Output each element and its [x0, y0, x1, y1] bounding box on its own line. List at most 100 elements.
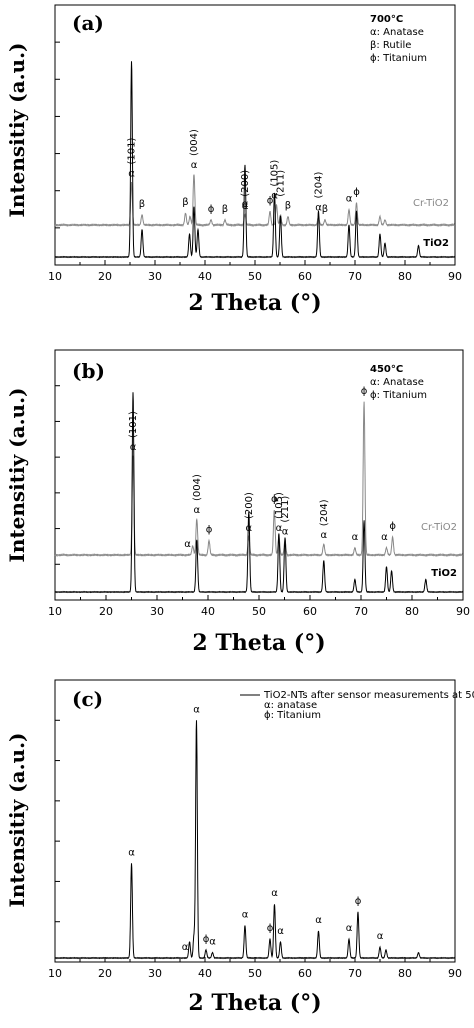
- legend-entry: α: Anatase: [370, 27, 424, 38]
- x-axis-label: 2 Theta (°): [188, 990, 321, 1016]
- x-tick-label: 70: [354, 605, 368, 618]
- phase-symbol: α: [346, 923, 353, 934]
- phase-symbol: α: [193, 704, 200, 715]
- hkl-label: (211): [276, 170, 287, 197]
- hkl-label: (211): [280, 496, 291, 523]
- phase-symbol: α: [315, 203, 322, 214]
- legend-entry: ϕ: Titanium: [264, 710, 321, 721]
- phase-symbol: α: [130, 442, 137, 453]
- phase-symbol: α: [381, 532, 388, 543]
- phase-symbol: α: [182, 942, 189, 953]
- y-axis-label: Intensitiy (a.u.): [5, 387, 29, 562]
- phase-symbol: α: [346, 194, 353, 205]
- phase-symbol: α: [315, 915, 322, 926]
- x-tick-label: 90: [456, 605, 470, 618]
- phase-symbol: α: [271, 888, 278, 899]
- phase-symbol: β: [182, 197, 188, 208]
- hkl-label: (200): [244, 492, 255, 519]
- legend-entry: ϕ: Titanium: [370, 390, 427, 401]
- legend-entry: α: Anatase: [370, 377, 424, 388]
- series-label: Cr-TiO2: [413, 198, 449, 209]
- legend: TiO2-NTs after sensor measurements at 50…: [240, 690, 474, 721]
- panel-c: 10 20 30 40 50 60 70 80 90 2 Theta (°) Intensitiy …: [5, 679, 474, 1016]
- hkl-label: (204): [314, 172, 325, 199]
- x-tick-label: 20: [98, 270, 112, 283]
- x-tick-label: 50: [248, 270, 262, 283]
- hkl-label: (101): [127, 138, 138, 165]
- series-line: [54, 174, 456, 228]
- phase-symbol: α: [209, 937, 216, 948]
- phase-symbol: α: [320, 530, 327, 541]
- x-tick-label: 50: [248, 967, 262, 980]
- hkl-label: (105): [274, 492, 285, 519]
- phase-symbol: β: [139, 199, 145, 210]
- y-axis-label: Intensitiy (a.u.): [5, 42, 29, 217]
- hkl-label: (101): [128, 411, 139, 438]
- series-line: [54, 392, 464, 594]
- phase-symbol: α: [191, 160, 198, 171]
- legend-title: 450°C: [370, 364, 403, 375]
- phase-symbol: ϕ: [206, 525, 213, 536]
- x-tick-label: 40: [198, 270, 212, 283]
- x-tick-label: 80: [405, 605, 419, 618]
- phase-symbol: ϕ: [355, 896, 362, 907]
- panel-label: (a): [72, 11, 104, 35]
- phase-symbol: α: [277, 926, 284, 937]
- phase-symbol: ϕ: [389, 521, 396, 532]
- series-label: TiO2: [423, 238, 449, 249]
- phase-symbol: ϕ: [361, 386, 368, 397]
- x-axis-label: 2 Theta (°): [192, 630, 325, 656]
- legend-entry: α: anatase: [264, 700, 317, 711]
- phase-symbol: α: [352, 532, 359, 543]
- series-label: Cr-TiO2: [421, 522, 457, 533]
- phase-symbol: ϕ: [208, 204, 215, 215]
- series-label: TiO2: [431, 568, 457, 579]
- panel-b: 10 20 30 40 50 60 70 80 90 2 Theta (°) Intensitiy …: [5, 349, 470, 656]
- phase-symbol: ϕ: [271, 494, 278, 505]
- panel-a: 10 20 30 40 50 60 70 80 90 2 Theta (°) Intensitiy …: [5, 4, 462, 316]
- legend-entry: TiO2-NTs after sensor measurements at 50…: [263, 690, 474, 701]
- x-tick-label: 60: [303, 605, 317, 618]
- hkl-label: (200): [240, 170, 251, 197]
- phase-symbol: α: [128, 169, 135, 180]
- x-tick-label: 30: [148, 967, 162, 980]
- series-line: [54, 61, 456, 259]
- x-tick-label: 80: [398, 967, 412, 980]
- x-tick-label: 60: [298, 967, 312, 980]
- phase-symbol: β: [322, 204, 328, 215]
- x-tick-label: 90: [448, 270, 462, 283]
- phase-symbol: α: [193, 505, 200, 516]
- phase-symbol: α: [377, 931, 384, 942]
- x-tick-label: 40: [201, 605, 215, 618]
- x-tick-label: 80: [398, 270, 412, 283]
- phase-symbol: α: [128, 848, 135, 859]
- legend-entry: ϕ: Titanium: [370, 53, 427, 64]
- x-tick-label: 10: [48, 967, 62, 980]
- x-tick-label: 20: [99, 605, 113, 618]
- phase-symbol: α: [246, 523, 253, 534]
- x-tick-label: 10: [48, 270, 62, 283]
- phase-symbol: α: [242, 910, 249, 921]
- phase-symbol: ϕ: [267, 923, 274, 934]
- y-axis-label: Intensitiy (a.u.): [5, 732, 29, 907]
- hkl-label: (105): [270, 160, 281, 187]
- hkl-label: (004): [189, 129, 200, 156]
- legend: 700°C α: Anatase β: Rutile ϕ: Titanium: [370, 14, 427, 64]
- x-tick-label: 70: [348, 270, 362, 283]
- panel-label: (c): [72, 687, 103, 711]
- phase-symbol: α: [276, 523, 283, 534]
- legend-title: 700°C: [370, 14, 403, 25]
- hkl-label: (004): [192, 474, 203, 501]
- phase-symbol: ϕ: [267, 195, 274, 206]
- phase-symbol: β: [285, 201, 291, 212]
- phase-symbol: α: [271, 191, 278, 202]
- hkl-label: (204): [319, 499, 330, 526]
- x-tick-label: 70: [348, 967, 362, 980]
- phase-symbol: β: [222, 204, 228, 215]
- legend: 450°C α: Anatase ϕ: Titanium: [370, 364, 427, 401]
- panel-label: (b): [72, 359, 105, 383]
- x-tick-label: 10: [48, 605, 62, 618]
- x-tick-label: 30: [150, 605, 164, 618]
- phase-symbol: α: [282, 527, 289, 538]
